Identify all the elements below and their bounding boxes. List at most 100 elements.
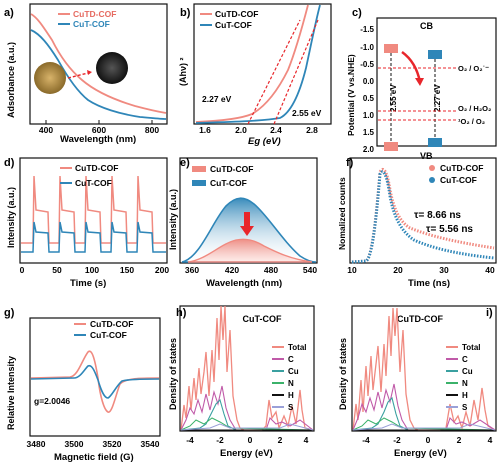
panel-c-frame <box>376 17 497 147</box>
panel-i-c-curve <box>352 383 496 431</box>
panel-g-label: g) <box>4 307 15 319</box>
panel-a-ylabel: Adsorbance (a.u.) <box>6 42 16 118</box>
panel-h-xtick: -4 <box>186 435 194 445</box>
panel-c-ytick: -1.5 <box>360 25 374 34</box>
panel-c-ylabel: Potential (V vs.NHE) <box>346 54 356 136</box>
cut-cb-box <box>428 50 442 59</box>
panel-i-legend-h: H <box>462 391 468 400</box>
panel-c-ytick: 0.5 <box>363 94 375 103</box>
panel-e-xtick: 480 <box>264 265 278 275</box>
panel-g-cut-curve <box>30 364 160 399</box>
panel-c-vb: VB <box>420 151 433 161</box>
panel-i-s-curve <box>352 423 496 431</box>
panel-e-xtick: 420 <box>225 265 239 275</box>
panel-c-arrow <box>401 50 422 83</box>
panel-b-legend-cutd: CuTD-COF <box>215 9 258 19</box>
panel-b-label: b) <box>180 7 191 19</box>
panel-d-cutd-curve <box>21 175 166 244</box>
panel-a-xlabel: Wavelength (nm) <box>60 134 136 145</box>
panel-f-xlabel: Time (ns) <box>408 278 450 289</box>
panel-h-legend-h: H <box>288 391 294 400</box>
panel-h-xtick: -2 <box>216 435 224 445</box>
panel-d-xtick: 0 <box>20 265 25 275</box>
panel-d-legend-cutd: CuTD-COF <box>75 163 118 173</box>
panel-i: i) CuTD-COF Density of states Energy (eV… <box>338 305 497 459</box>
panel-i-xtick: 4 <box>488 435 493 445</box>
panel-g: g) Relative Intensity Magnetic field (G)… <box>4 307 161 463</box>
panel-i-legend-cu: Cu <box>462 367 473 376</box>
panel-i-legend-total: Total <box>462 343 481 352</box>
panel-g-legend-cut: CuT-COF <box>90 330 127 340</box>
cut-vb-box <box>428 138 442 147</box>
panel-d-xlabel: Time (s) <box>70 278 106 289</box>
panel-i-label: i) <box>486 307 493 319</box>
panel-h-xtick: 4 <box>304 435 309 445</box>
panel-c-ytick: 2.0 <box>363 145 375 154</box>
panel-b-xtick: 2.4 <box>270 125 282 135</box>
panel-c-line-label: ¹O₂ / O₂ <box>458 117 485 126</box>
panel-e-xlabel: Wavelength (nm) <box>206 278 282 289</box>
panel-e-cutd-area <box>187 238 313 263</box>
panel-c-gap1: 2.55 eV <box>389 84 398 112</box>
panel-e-legend-cutd: CuTD-COF <box>210 164 253 174</box>
panel-e-xtick: 360 <box>185 265 199 275</box>
panel-f-xtick: 30 <box>439 265 449 275</box>
panel-f-legend-marker-cut <box>429 177 435 183</box>
panel-g-xtick: 3540 <box>141 439 160 449</box>
panel-g-gvalue: g=2.0046 <box>34 396 70 406</box>
panel-g-xtick: 3500 <box>65 439 84 449</box>
panel-d-ylabel: Intensity (a.u.) <box>6 187 16 248</box>
panel-a-label: a) <box>4 7 14 19</box>
panel-b-annotation: 2.27 eV <box>202 94 232 104</box>
panel-h-xlabel: Energy (eV) <box>220 448 273 459</box>
panel-h-label: h) <box>176 307 187 319</box>
panel-b-xtick: 1.6 <box>199 125 211 135</box>
panel-h-s-curve <box>180 423 314 431</box>
panel-f-tau1: τ= 8.66 ns <box>414 210 461 221</box>
panel-e-arrowhead <box>240 226 254 236</box>
panel-i-xtick: -2 <box>393 435 401 445</box>
panel-b-tangent-cutd <box>247 19 301 125</box>
panel-b-cutd-curve <box>195 4 309 123</box>
panel-a: a) Adsorbance (a.u.) Wavelength (nm) 400… <box>4 3 168 145</box>
panel-d-legend-cut: CuT-COF <box>75 178 112 188</box>
panel-h-title: CuT-COF <box>243 314 282 324</box>
panel-g-legend-cutd: CuTD-COF <box>90 319 133 329</box>
panel-c-line-label: O₂ / H₂O₂ <box>458 104 491 113</box>
panel-i-total-curve <box>352 307 496 431</box>
panel-i-frame <box>351 305 497 432</box>
panel-c-ytick: 0.0 <box>363 77 375 86</box>
panel-c-ytick: 1.0 <box>363 111 375 120</box>
panel-a-cutd-curve <box>30 13 167 114</box>
panel-a-xtick: 800 <box>145 125 159 135</box>
panel-e-xtick: 540 <box>303 265 317 275</box>
panel-d-cut-curve <box>21 221 166 253</box>
cutd-cb-box <box>384 44 398 53</box>
panel-c-ytick: -0.5 <box>360 60 374 69</box>
panel-f-legend-cutd: CuTD-COF <box>440 163 483 173</box>
panel-c-label: c) <box>352 7 362 19</box>
panel-e-legend-swatch-cut <box>192 180 206 186</box>
panel-f-legend-cut: CuT-COF <box>440 175 477 185</box>
panel-f: f) Nomalized counts Time (ns) 10 20 30 4… <box>337 157 497 289</box>
photo-arrowhead <box>87 70 92 75</box>
panel-b-xlabel: Eg (eV) <box>248 136 281 147</box>
panel-i-xtick: -4 <box>362 435 370 445</box>
panel-f-legend-marker-cutd <box>429 165 435 171</box>
panel-d-xtick: 100 <box>85 265 99 275</box>
panel-i-xlabel: Energy (eV) <box>394 448 447 459</box>
panel-c-ytick: 1.5 <box>363 128 375 137</box>
panel-f-cut-curve <box>351 170 495 264</box>
panel-a-cut-curve <box>30 29 167 120</box>
panel-i-ylabel: Density of states <box>338 338 348 410</box>
panel-h-legend-total: Total <box>288 343 307 352</box>
panel-e-ylabel: Intensity (a.u.) <box>168 189 178 250</box>
panel-g-frame <box>29 317 161 437</box>
panel-h-frame <box>179 305 315 432</box>
panel-e-legend-swatch-cutd <box>192 166 206 172</box>
panel-d: d) Intensity (a.u.) Time (s) 0 50 100 15… <box>4 157 169 289</box>
panel-c: c) Potential (V vs.NHE) -1.5 -1.0 -0.5 0… <box>346 7 497 161</box>
panel-b-legend-cut: CuT-COF <box>215 20 252 30</box>
panel-a-legend-cut: CuT-COF <box>73 19 110 29</box>
